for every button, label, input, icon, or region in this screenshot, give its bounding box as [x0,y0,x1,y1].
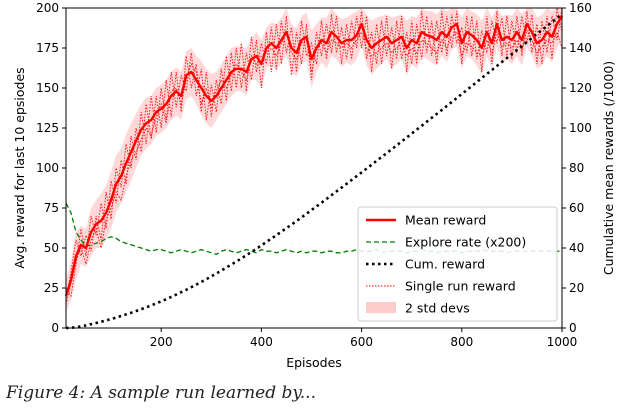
legend-items: Mean reward Explore rate (x200) Cum. rewar… [366,213,526,316]
mean-reward-layer [64,15,564,297]
y2-tick-label: 80 [569,161,584,175]
y2-tick-label: 140 [569,41,592,55]
y2-axis-label: Cumulative mean rewards (/1000) [601,61,616,275]
y2-tick-label: 60 [569,201,584,215]
y-tick-label: 100 [36,161,59,175]
y-tick-label: 75 [44,201,59,215]
y-tick-label: 125 [36,121,59,135]
cum-reward-layer [65,12,563,330]
legend-label: Mean reward [405,213,486,228]
legend-box [357,206,558,322]
x-tick-label: 1000 [547,335,578,349]
chart-figure: 0 25 50 75 100 125 150 175 200 0 20 40 60 80 100 120 14… [12,1,616,370]
figure-caption: Figure 4: A sample run learned by... [6,383,316,403]
y2-tick-label: 160 [569,1,592,15]
y-axis-label: Avg. reward for last 10 epsiodes [12,67,27,268]
y-tick-label: 200 [36,1,59,15]
mean-reward-line [64,15,564,297]
single-run-line [65,29,563,305]
y-tick-label: 50 [44,241,59,255]
y2-tick-label: 20 [569,281,584,295]
plot-area [64,7,564,330]
y2-tick-label: 100 [569,121,592,135]
legend: Mean reward Explore rate (x200) Cum. rewar… [357,206,558,322]
x-tick-label: 800 [450,335,473,349]
y2-tick-label: 120 [569,81,592,95]
y-tick-label: 150 [36,81,59,95]
std-band-layer [66,8,562,312]
legend-swatch [366,302,396,313]
right-axis-ticks: 0 20 40 60 80 100 120 140 160 [562,1,592,335]
x-tick-label: 400 [250,335,273,349]
left-axis-ticks: 0 25 50 75 100 125 150 175 200 [36,1,66,335]
y-tick-label: 0 [51,321,59,335]
bottom-axis-ticks: 200 400 600 800 1000 [150,328,578,349]
y2-tick-label: 0 [569,321,577,335]
x-axis-label: Episodes [286,355,342,370]
legend-label: Single run reward [405,279,516,294]
x-tick-label: 600 [350,335,373,349]
legend-label: Explore rate (x200) [405,235,526,250]
x-tick-label: 200 [150,335,173,349]
y-tick-label: 25 [44,281,59,295]
y2-tick-label: 40 [569,241,584,255]
y-tick-label: 175 [36,41,59,55]
std-band [66,8,562,312]
legend-label: 2 std devs [405,301,470,316]
legend-label: Cum. reward [405,257,485,272]
cum-reward-line [65,12,563,330]
